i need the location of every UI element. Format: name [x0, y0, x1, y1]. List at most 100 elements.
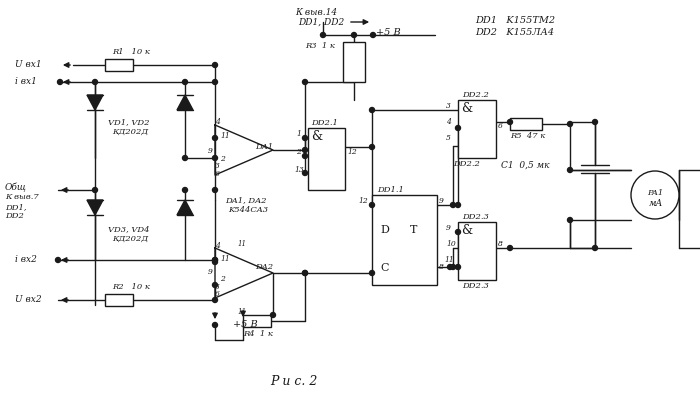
Text: 11: 11 — [238, 308, 247, 316]
Text: U вх2: U вх2 — [15, 295, 41, 304]
Circle shape — [592, 119, 598, 125]
Text: PA1: PA1 — [647, 189, 664, 197]
Text: 4: 4 — [215, 242, 220, 250]
Text: DA2: DA2 — [255, 263, 273, 271]
Circle shape — [57, 80, 62, 84]
Polygon shape — [177, 95, 193, 110]
Text: 11: 11 — [220, 255, 230, 263]
Circle shape — [302, 136, 307, 141]
Circle shape — [92, 80, 97, 84]
Circle shape — [592, 245, 598, 251]
Circle shape — [213, 297, 218, 303]
Text: 2: 2 — [296, 148, 301, 156]
Text: DD2.2: DD2.2 — [462, 91, 489, 99]
Circle shape — [451, 264, 456, 269]
Circle shape — [302, 171, 307, 175]
Circle shape — [92, 188, 97, 193]
Text: DD2   K155ЛА4: DD2 K155ЛА4 — [475, 28, 554, 37]
Circle shape — [183, 80, 188, 84]
Text: R4  1 к: R4 1 к — [243, 330, 273, 338]
Text: 6: 6 — [498, 122, 503, 130]
Text: 3: 3 — [215, 283, 220, 291]
Text: D: D — [380, 225, 389, 235]
Circle shape — [213, 63, 218, 67]
Text: 10: 10 — [446, 240, 456, 248]
Text: 8: 8 — [439, 263, 444, 271]
Circle shape — [213, 258, 218, 262]
Circle shape — [183, 156, 188, 160]
Circle shape — [456, 229, 461, 234]
Text: &: & — [311, 130, 322, 143]
Bar — [105, 294, 133, 306]
Text: КД202Д: КД202Д — [112, 128, 148, 136]
Text: К выв.7: К выв.7 — [5, 193, 38, 201]
Text: 4: 4 — [215, 118, 220, 126]
Circle shape — [447, 264, 452, 269]
Circle shape — [451, 203, 456, 208]
Polygon shape — [215, 248, 273, 298]
Text: 11: 11 — [220, 132, 230, 140]
Bar — [510, 118, 542, 130]
Circle shape — [213, 136, 218, 141]
Text: DD1, DD2: DD1, DD2 — [298, 18, 344, 27]
Text: K544CA3: K544CA3 — [228, 206, 268, 214]
Text: VD1, VD2: VD1, VD2 — [108, 118, 150, 126]
Text: 13: 13 — [294, 166, 304, 174]
Text: R3  1 к: R3 1 к — [305, 42, 335, 50]
Text: 4: 4 — [446, 118, 451, 126]
Text: DD2: DD2 — [5, 212, 24, 220]
Text: 11: 11 — [444, 256, 454, 264]
Circle shape — [302, 147, 307, 152]
Text: R5  47 к: R5 47 к — [510, 132, 545, 140]
Text: 9: 9 — [439, 197, 444, 205]
Text: DA1: DA1 — [255, 143, 273, 151]
Circle shape — [568, 167, 573, 173]
Polygon shape — [215, 125, 273, 175]
Bar — [308, 128, 345, 190]
Text: DD1   K155TM2: DD1 K155TM2 — [475, 16, 555, 25]
Polygon shape — [177, 200, 193, 215]
Circle shape — [456, 126, 461, 130]
Circle shape — [55, 258, 60, 262]
Text: +5 В: +5 В — [376, 28, 400, 37]
Circle shape — [213, 156, 218, 160]
Text: 3: 3 — [446, 102, 451, 110]
Text: C1  0,5 мк: C1 0,5 мк — [501, 161, 550, 170]
Circle shape — [213, 80, 218, 84]
Circle shape — [183, 188, 188, 193]
Text: DD1,: DD1, — [5, 203, 27, 211]
Text: DD2.3: DD2.3 — [462, 213, 489, 221]
Text: 5: 5 — [446, 134, 451, 142]
Circle shape — [213, 188, 218, 193]
Circle shape — [456, 264, 461, 269]
Circle shape — [302, 271, 307, 275]
Text: DD2.1: DD2.1 — [311, 119, 338, 127]
Circle shape — [213, 258, 218, 262]
Text: 6: 6 — [215, 290, 220, 298]
Circle shape — [508, 245, 512, 251]
Text: T: T — [410, 225, 417, 235]
Text: U вх1: U вх1 — [15, 60, 41, 69]
Circle shape — [213, 282, 218, 288]
Text: &: & — [461, 102, 472, 115]
Text: 9: 9 — [446, 224, 451, 232]
Circle shape — [302, 80, 307, 84]
Text: 6: 6 — [215, 170, 220, 178]
Circle shape — [370, 32, 375, 37]
Text: Р и с. 2: Р и с. 2 — [270, 375, 317, 388]
Text: мА: мА — [649, 199, 664, 208]
Circle shape — [456, 203, 461, 208]
Text: 1: 1 — [296, 130, 301, 138]
Text: DD2.2: DD2.2 — [453, 160, 480, 168]
Text: 8: 8 — [498, 240, 503, 248]
Text: 9: 9 — [208, 268, 213, 276]
Text: 3: 3 — [215, 162, 220, 170]
Circle shape — [302, 271, 307, 275]
Text: R1   10 к: R1 10 к — [112, 48, 150, 56]
Text: i вх1: i вх1 — [15, 77, 37, 86]
Text: 2: 2 — [220, 155, 225, 163]
Circle shape — [351, 32, 356, 37]
Text: Общ: Общ — [5, 183, 27, 192]
Text: 9: 9 — [208, 147, 213, 155]
Circle shape — [370, 108, 374, 113]
